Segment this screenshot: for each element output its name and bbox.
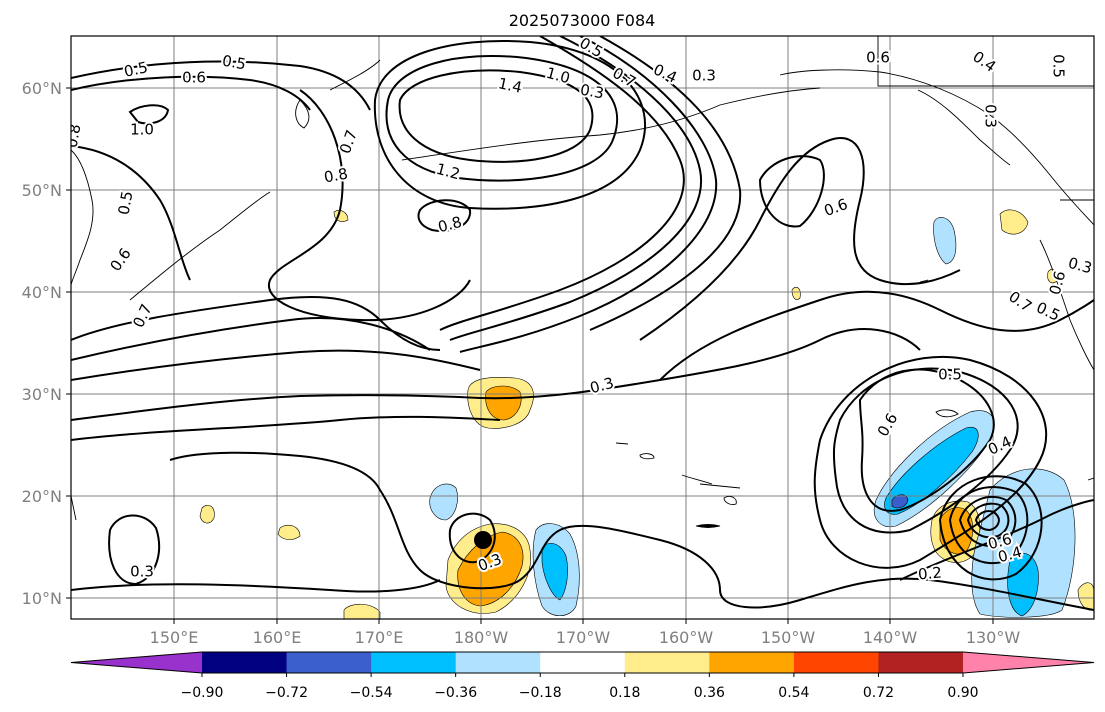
colorbar-tick-label: −0.90 [181, 685, 224, 701]
shade-positive-11 [791, 286, 801, 300]
colorbar-tick-label: −0.72 [265, 685, 308, 701]
lon-label: 130°W [966, 628, 1021, 647]
contour-value-label: 0.3 [579, 81, 606, 103]
shade-negative-9 [933, 217, 957, 265]
contour-value-label: 0.6 [182, 69, 206, 87]
colorbar-tick-label: −0.18 [519, 685, 562, 701]
colorbar-tick-label: 0.72 [863, 685, 894, 701]
contour-lines [71, 36, 1094, 611]
lat-label: 60°N [22, 79, 62, 98]
lon-label: 160°W [659, 628, 714, 647]
coastlines [71, 36, 1094, 528]
contour-value-label: 0.3 [692, 67, 716, 85]
colorbar-segment [286, 652, 372, 673]
lon-label: 170°E [355, 628, 404, 647]
colorbar-segment [709, 652, 795, 673]
map-panel: 0.5 0.60.51.01.4 1.00.50.7 0.4 0.30.6 0.4 0.50… [71, 36, 1094, 619]
colorbar-max-arrow [963, 652, 1094, 673]
lat-lon-grid [71, 36, 1094, 619]
lon-label: 180°W [454, 628, 509, 647]
shade-negative-2 [541, 543, 568, 601]
colorbar-segment [455, 652, 541, 673]
contour-value-label: 0.6 [866, 49, 890, 67]
contour-value-label: 0.5 [1050, 54, 1068, 78]
contour-value-label: 0.2 [917, 563, 942, 583]
storm-center-marker [474, 531, 492, 549]
colorbar-tick-label: 0.90 [947, 685, 978, 701]
contour-value-label: 0.3 [130, 563, 154, 581]
colorbar-tick-label: −0.54 [350, 685, 393, 701]
lon-label: 140°W [863, 628, 918, 647]
lon-label: 150°E [150, 628, 199, 647]
contour-value-label: 0.5 [938, 366, 962, 384]
lat-label: 10°N [22, 589, 62, 608]
contour-value-label: 1.0 [130, 121, 154, 139]
colorbar-tick-label: 0.36 [694, 685, 725, 701]
shade-negative-3 [429, 483, 458, 521]
lat-label: 30°N [22, 385, 62, 404]
shade-negative-8 [1007, 552, 1039, 617]
lat-label: 40°N [22, 283, 62, 302]
contour-value-label: 0.5 [115, 190, 137, 217]
colorbar-tick-labels: −0.90 −0.72 −0.54 −0.36 −0.18 0.18 0.36 0.54 0.7… [181, 673, 979, 701]
colorbar-segment [540, 652, 626, 673]
lat-label: 20°N [22, 487, 62, 506]
colorbar-tick-label: 0.54 [778, 685, 809, 701]
lon-label: 150°W [761, 628, 816, 647]
colorbar-segment [878, 652, 964, 673]
colorbar-segment [624, 652, 710, 673]
lat-label: 50°N [22, 181, 62, 200]
shade-positive-9 [277, 524, 301, 540]
contour-value-label: 1.2 [434, 160, 462, 184]
colorbar-min-arrow [71, 652, 202, 673]
colorbar-tick-label: 0.18 [609, 685, 640, 701]
shade-positive-8 [199, 505, 215, 524]
colorbar-segment [793, 652, 879, 673]
colorbar [70, 651, 1095, 674]
colorbar-segment [202, 652, 288, 673]
shade-positive-13 [1077, 582, 1094, 611]
contour-value-label: 0.3 [982, 104, 1000, 128]
lon-label: 170°W [556, 628, 611, 647]
shade-positive-7 [999, 209, 1029, 235]
lon-label: 160°E [253, 628, 302, 647]
colorbar-segment [371, 652, 457, 673]
map-title: 2025073000 F084 [509, 11, 656, 30]
latitude-labels: 60°N 50°N 40°N 30°N 20°N 10°N [22, 79, 71, 608]
shade-positive-12 [343, 603, 381, 619]
colorbar-tick-label: −0.36 [434, 685, 477, 701]
longitude-labels: 150°E 160°E 170°E 180°W 170°W 160°W 150°W 140°W… [150, 619, 1021, 647]
contour-value-label: 0.3 [1066, 254, 1094, 278]
shade-negative-5 [884, 426, 979, 515]
